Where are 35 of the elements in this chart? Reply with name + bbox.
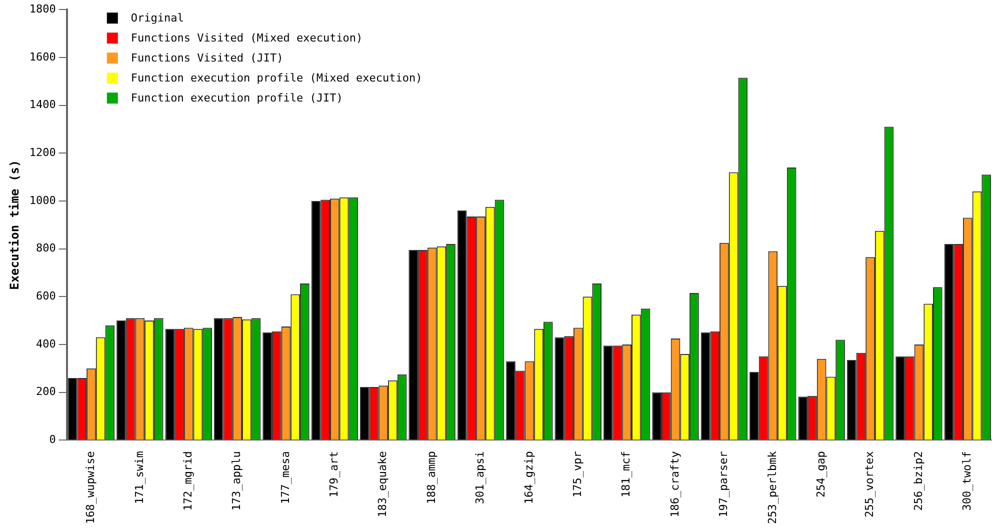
legend-label: Functions Visited (JIT) bbox=[130, 51, 284, 64]
x-tick-label: 183_equake bbox=[376, 451, 390, 518]
x-tick-label: 171_swim bbox=[132, 450, 146, 504]
legend-label: Functions Visited (Mixed execution) bbox=[130, 31, 363, 44]
y-tick-label: 200 bbox=[36, 385, 56, 398]
legend-label: Function execution profile (Mixed execution) bbox=[130, 71, 422, 84]
y-tick-label: 800 bbox=[36, 242, 56, 255]
x-tick-label: 300_twolf bbox=[960, 451, 974, 511]
x-tick-label: 168_wupwise bbox=[84, 451, 98, 524]
x-tick-label: 179_art bbox=[328, 451, 341, 498]
legend-label: Function execution profile (JIT) bbox=[130, 91, 343, 104]
x-tick-label: 253_perlbmk bbox=[766, 450, 779, 524]
x-tick-label: 186_crafty bbox=[668, 450, 682, 518]
y-axis-title: Execution time (s) bbox=[7, 160, 22, 290]
y-tick-label: 1800 bbox=[29, 2, 56, 16]
x-tick-label: 175_vpr bbox=[570, 450, 584, 498]
y-tick-label: 0 bbox=[49, 433, 56, 446]
x-tick-label: 256_bzip2 bbox=[912, 451, 925, 511]
x-tick-label: 164_gzip bbox=[522, 451, 536, 504]
y-tick-label: 1200 bbox=[29, 146, 56, 159]
x-tick-label: 301_apsi bbox=[474, 451, 487, 504]
y-tick-label: 1600 bbox=[29, 50, 56, 64]
y-tick-label: 600 bbox=[36, 289, 56, 302]
legend-label: Original bbox=[130, 11, 184, 24]
x-tick-label: 255_vortex bbox=[863, 450, 876, 518]
y-tick-label: 400 bbox=[36, 337, 56, 350]
x-tick-label: 188_ammp bbox=[424, 451, 438, 504]
y-tick-label: 1000 bbox=[29, 194, 56, 207]
x-tick-label: 172_mgrid bbox=[181, 451, 194, 511]
x-tick-label: 173_applu bbox=[230, 451, 244, 511]
x-tick-label: 254_gap bbox=[814, 451, 828, 498]
x-tick-label: 181_mcf bbox=[620, 451, 633, 498]
x-tick-label: 177_mesa bbox=[278, 451, 292, 504]
y-tick-label: 1400 bbox=[29, 98, 56, 112]
x-tick-label: 197_parser bbox=[717, 450, 730, 518]
